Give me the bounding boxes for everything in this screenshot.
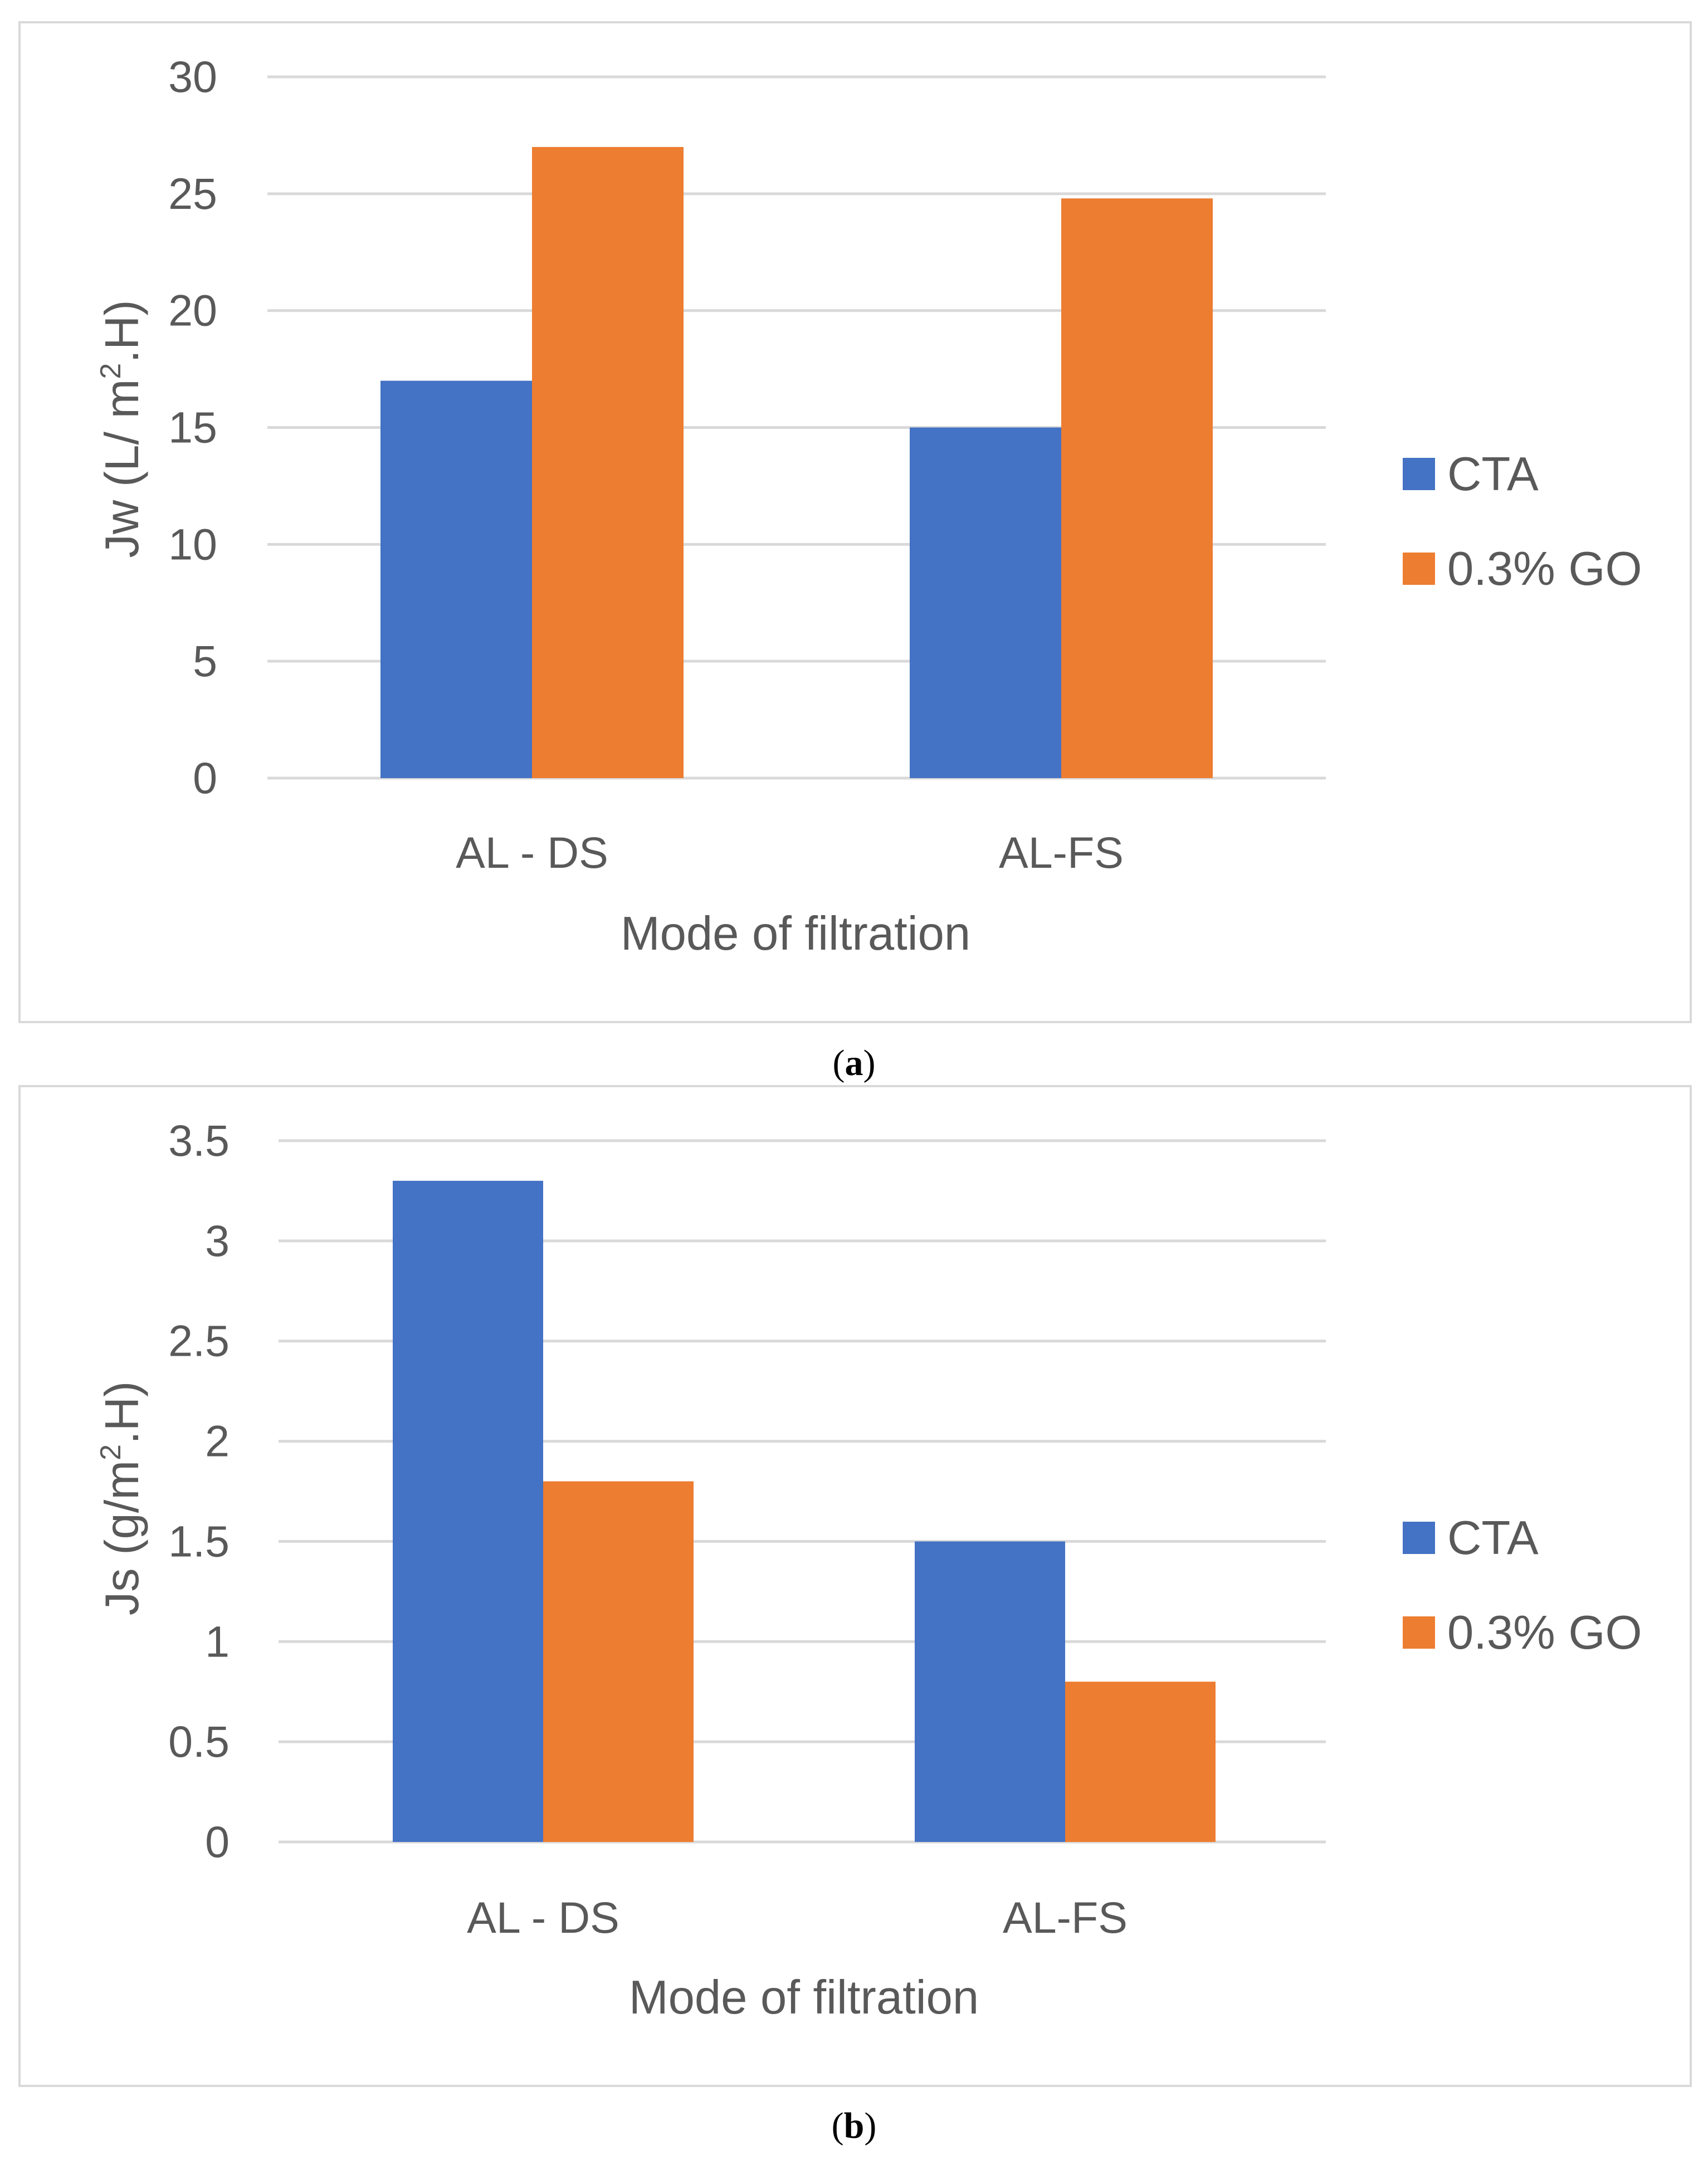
chart-b-y-axis-label-superscript: 2 xyxy=(95,1444,127,1460)
chart-b-x-tick-label: AL - DS xyxy=(467,1893,619,1942)
chart-b-y-axis-label-tail: .H) xyxy=(96,1381,149,1444)
chart-b-y-axis-label-main: Js (g/m xyxy=(96,1460,149,1616)
chart-a-y-axis-label-main: Jw (L/ m xyxy=(96,379,149,558)
chart-b-x-tick-label: AL-FS xyxy=(1003,1893,1128,1942)
chart-a-caption-close: ) xyxy=(863,1043,876,1083)
chart-b-y-tick-label: 3 xyxy=(205,1216,230,1265)
chart-b-bar-go-al-fs xyxy=(1065,1682,1216,1842)
chart-b-y-tick-label: 0.5 xyxy=(168,1717,230,1766)
chart-b-x-ticks: AL - DS AL-FS xyxy=(467,1893,1128,1942)
chart-b-caption-close: ) xyxy=(864,2105,876,2146)
chart-b-legend-label-cta: CTA xyxy=(1447,1512,1539,1565)
chart-b-legend-label-go: 0.3% GO xyxy=(1447,1606,1642,1659)
chart-a-y-tick-label: 15 xyxy=(168,403,217,452)
chart-a-y-axis-label-tail: .H) xyxy=(96,300,149,363)
chart-b-caption-open: ( xyxy=(832,2105,844,2146)
chart-b-bar-cta-al-ds xyxy=(393,1180,543,1842)
chart-a-y-axis-label-superscript: 2 xyxy=(95,363,127,379)
chart-a-legend-label-go: 0.3% GO xyxy=(1447,543,1642,595)
chart-a-legend: CTA 0.3% GO xyxy=(1403,448,1642,595)
chart-b-caption: (b) xyxy=(832,2105,877,2146)
chart-a-border xyxy=(18,21,1692,1023)
chart-b-y-tick-label: 2.5 xyxy=(168,1316,230,1366)
chart-a-x-ticks: AL - DS AL-FS xyxy=(456,828,1124,877)
chart-a-legend-swatch-go xyxy=(1403,553,1435,585)
chart-a-bars xyxy=(380,146,1213,778)
chart-b-x-axis-label: Mode of filtration xyxy=(629,1971,979,2024)
chart-a-x-tick-label: AL - DS xyxy=(456,828,608,877)
chart-a-y-tick-label: 25 xyxy=(168,169,217,218)
chart-b-legend-swatch-go xyxy=(1403,1616,1435,1649)
chart-b-y-tick-label: 1 xyxy=(205,1616,230,1666)
chart-a-caption-open: ( xyxy=(833,1043,845,1083)
chart-b-bar-go-al-ds xyxy=(543,1481,694,1842)
chart-b-y-tick-label: 3.5 xyxy=(168,1116,230,1165)
chart-a-bar-cta-al-fs xyxy=(910,427,1061,778)
chart-b-y-ticks: 0 0.5 1 1.5 2 2.5 3 3.5 xyxy=(168,1116,230,1866)
chart-a-y-tick-label: 0 xyxy=(193,753,217,803)
chart-a-bar-go-al-ds xyxy=(532,146,684,778)
chart-b-y-tick-label: 0 xyxy=(205,1817,230,1866)
chart-b-y-axis-label: Js (g/m2.H) xyxy=(95,1381,149,1616)
chart-a-y-tick-label: 20 xyxy=(168,286,217,335)
chart-a-legend-swatch-cta xyxy=(1403,458,1435,490)
chart-b-border xyxy=(18,1085,1692,2087)
chart-a-y-axis-label: Jw (L/ m2.H) xyxy=(95,300,149,558)
chart-a-caption: (a) xyxy=(833,1043,876,1083)
chart-b-bars xyxy=(393,1180,1216,1842)
chart-panel-b: 0 0.5 1 1.5 2 2.5 3 3.5 AL - DS AL-FS Mode of f… xyxy=(18,1085,1692,2087)
chart-a-x-tick-label: AL-FS xyxy=(999,828,1124,877)
chart-b-y-tick-label: 1.5 xyxy=(168,1516,230,1566)
chart-a-y-tick-label: 5 xyxy=(193,636,217,686)
chart-b-legend-swatch-cta xyxy=(1403,1522,1435,1554)
chart-b-y-tick-label: 2 xyxy=(205,1416,230,1466)
chart-a-caption-letter: a xyxy=(845,1043,863,1083)
chart-a-y-tick-label: 10 xyxy=(168,519,217,569)
chart-a-bar-cta-al-ds xyxy=(380,380,532,778)
chart-a-y-tick-label: 30 xyxy=(168,52,217,101)
chart-a-legend-label-cta: CTA xyxy=(1447,448,1539,501)
chart-a-x-axis-label: Mode of filtration xyxy=(621,907,970,960)
chart-b-legend: CTA 0.3% GO xyxy=(1403,1512,1642,1659)
chart-b-bar-cta-al-fs xyxy=(915,1541,1065,1842)
chart-a-y-ticks: 0 5 10 15 20 25 30 xyxy=(168,52,217,803)
chart-a-bar-go-al-fs xyxy=(1061,198,1213,778)
chart-panel-a: 0 5 10 15 20 25 30 AL - DS AL-FS Mode of filtr… xyxy=(18,21,1692,1023)
chart-b-caption-letter: b xyxy=(844,2105,865,2146)
